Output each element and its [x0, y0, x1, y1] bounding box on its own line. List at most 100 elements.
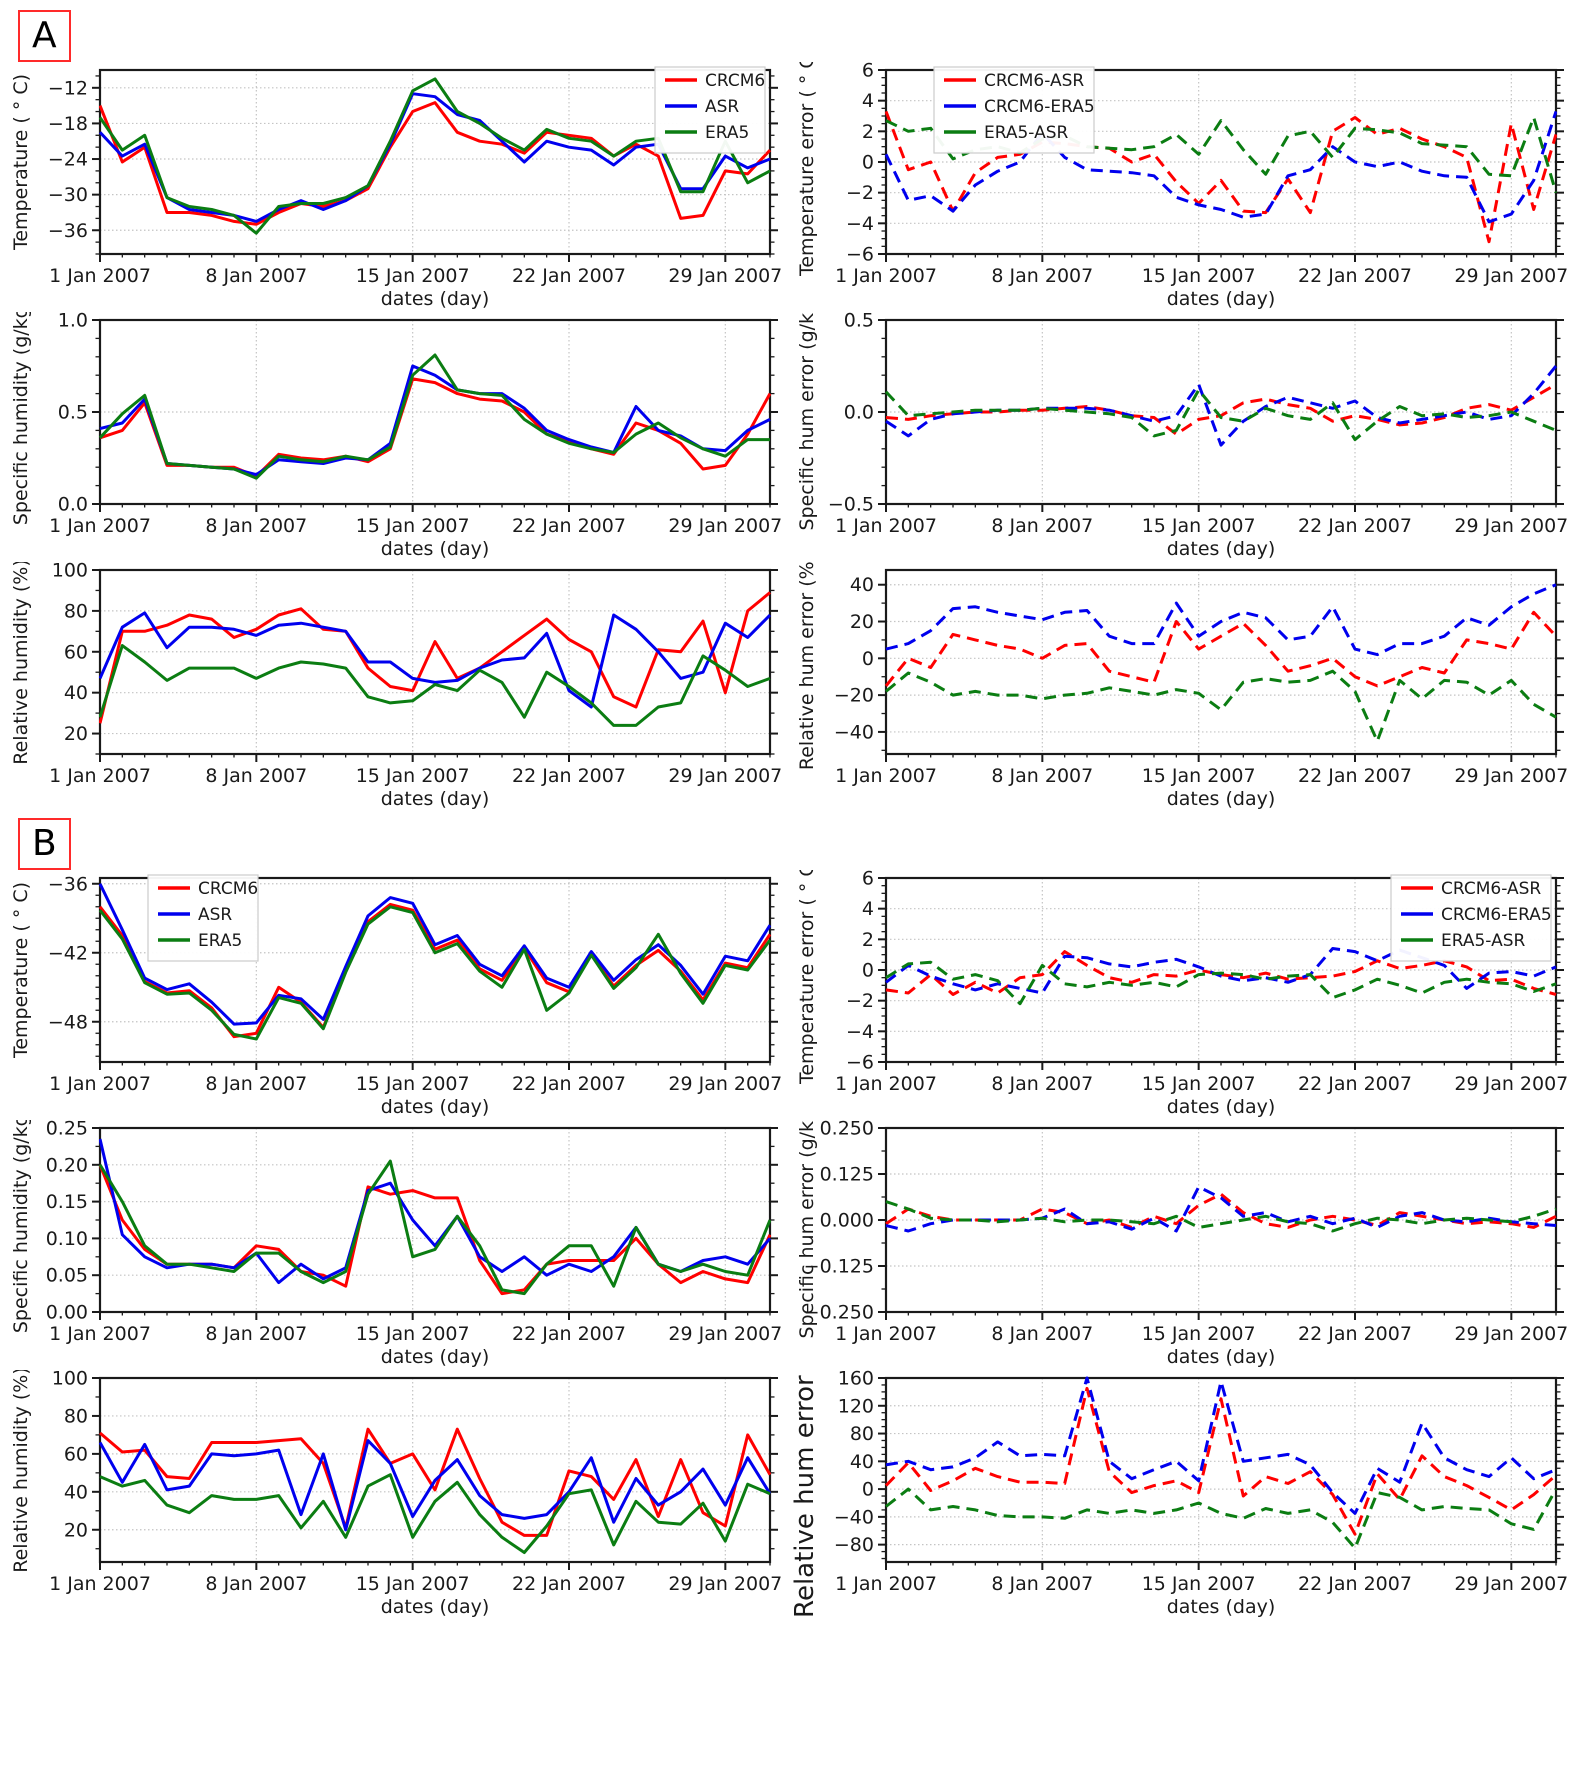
svg-text:100: 100 [52, 562, 88, 582]
b-specific-humidity-chart: 0.25 0.20 0.15 0.10 0.05 0.00 1 Jan 2007 8 Jan … [0, 1120, 786, 1370]
a-specific-humidity-plot: 1.0 0.5 0.01 Jan 2007 8 Jan 2007 15 Jan 2007… [10, 312, 782, 560]
svg-text:2: 2 [862, 121, 874, 143]
svg-text:0.00: 0.00 [46, 1302, 88, 1324]
svg-text:4: 4 [862, 898, 874, 920]
svg-text:20: 20 [850, 611, 874, 633]
svg-text:15 Jan 2007: 15 Jan 2007 [1142, 765, 1256, 787]
svg-text:0.15: 0.15 [46, 1191, 88, 1213]
svg-text:Temperature ( ° C): Temperature ( ° C) [10, 74, 32, 251]
svg-text:dates (day): dates (day) [1167, 1096, 1276, 1118]
b-relative-humidity-chart: 100 80 60 40 20 1 Jan 2007 8 Jan 2007 15 Jan 20… [0, 1370, 786, 1620]
svg-text:dates (day): dates (day) [1167, 788, 1276, 810]
b-specific-humidity-plot: 0.25 0.20 0.15 0.10 0.05 0.001 Jan 2007 8 Jan … [10, 1120, 782, 1368]
svg-text:6: 6 [862, 62, 874, 82]
svg-text:dates (day): dates (day) [381, 1346, 490, 1368]
svg-text:1 Jan 2007: 1 Jan 2007 [835, 1323, 937, 1345]
svg-text:ERA5-ASR: ERA5-ASR [984, 123, 1068, 143]
svg-text:−48: −48 [48, 1011, 88, 1033]
svg-text:1 Jan 2007: 1 Jan 2007 [835, 265, 937, 287]
svg-text:1 Jan 2007: 1 Jan 2007 [835, 515, 937, 537]
svg-text:8 Jan 2007: 8 Jan 2007 [991, 1573, 1093, 1595]
a-specific-humidity-error-plot: 0.5 0.0 −0.51 Jan 2007 8 Jan 2007 15 Jan 200… [796, 312, 1568, 560]
svg-text:100: 100 [52, 1370, 88, 1390]
svg-text:−80: −80 [834, 1534, 874, 1556]
svg-text:1 Jan 2007: 1 Jan 2007 [835, 1573, 937, 1595]
svg-text:dates (day): dates (day) [1167, 1596, 1276, 1618]
svg-text:−2: −2 [846, 990, 874, 1012]
svg-text:29 Jan 2007: 29 Jan 2007 [668, 1073, 782, 1095]
a-relative-humidity-chart: 100 80 60 40 20 1 Jan 2007 8 Jan 2007 15 Jan 20… [0, 562, 786, 812]
panel-b: B −36 −42 −48 1 Jan 2007 8 Jan 2007 15 Jan 20… [0, 812, 1573, 1620]
svg-text:dates (day): dates (day) [1167, 288, 1276, 310]
svg-text:15 Jan 2007: 15 Jan 2007 [1142, 515, 1256, 537]
svg-text:dates (day): dates (day) [381, 288, 490, 310]
a-temperature-plot: −12 −18 −24 −30 −36 1 Jan 2007 8 Jan 2007 15 Ja… [10, 66, 782, 310]
b-relative-humidity-plot: 100 80 60 40 20 1 Jan 2007 8 Jan 2007 15 Jan 20… [10, 1370, 782, 1618]
svg-text:22 Jan 2007: 22 Jan 2007 [512, 1573, 626, 1595]
svg-text:8 Jan 2007: 8 Jan 2007 [991, 765, 1093, 787]
svg-text:CRCM6-ERA5: CRCM6-ERA5 [1441, 905, 1552, 925]
svg-text:8 Jan 2007: 8 Jan 2007 [991, 515, 1093, 537]
svg-text:0.0: 0.0 [58, 494, 88, 516]
panel-b-charts: −36 −42 −48 1 Jan 2007 8 Jan 2007 15 Jan 2007… [0, 870, 1573, 1620]
svg-text:15 Jan 2007: 15 Jan 2007 [1142, 1573, 1256, 1595]
svg-text:Relative hum error (%): Relative hum error (%) [796, 562, 818, 770]
svg-text:ASR: ASR [198, 905, 232, 925]
svg-text:15 Jan 2007: 15 Jan 2007 [356, 265, 470, 287]
svg-text:29 Jan 2007: 29 Jan 2007 [1454, 765, 1568, 787]
svg-text:40: 40 [64, 682, 88, 704]
svg-text:8 Jan 2007: 8 Jan 2007 [205, 515, 307, 537]
svg-text:0.20: 0.20 [46, 1154, 88, 1176]
svg-text:1 Jan 2007: 1 Jan 2007 [49, 1073, 151, 1095]
svg-text:dates (day): dates (day) [381, 1096, 490, 1118]
svg-text:29 Jan 2007: 29 Jan 2007 [1454, 1573, 1568, 1595]
svg-text:Temperature error ( ° C): Temperature error ( ° C) [796, 62, 818, 277]
svg-text:8 Jan 2007: 8 Jan 2007 [205, 1573, 307, 1595]
b-temperature-error-chart: 6 4 2 0 −2 −4 −6 1 Jan 2007 8 Jan 2007 15 Jan 200… [786, 870, 1572, 1120]
svg-text:6: 6 [862, 870, 874, 890]
svg-text:8 Jan 2007: 8 Jan 2007 [205, 265, 307, 287]
svg-text:29 Jan 2007: 29 Jan 2007 [668, 765, 782, 787]
svg-text:ERA5: ERA5 [198, 931, 242, 951]
svg-text:ERA5-ASR: ERA5-ASR [1441, 931, 1525, 951]
svg-text:22 Jan 2007: 22 Jan 2007 [512, 515, 626, 537]
a-temperature-error-plot: 6 4 2 0 −2 −4 −61 Jan 2007 8 Jan 2007 15 Jan 200… [796, 62, 1568, 310]
svg-text:20: 20 [64, 1519, 88, 1541]
svg-text:0.5: 0.5 [58, 402, 88, 424]
a-temperature-chart: −12 −18 −24 −30 −36 1 Jan 2007 8 Jan 2007 15 Ja… [0, 62, 786, 312]
panel-b-label: B [18, 818, 71, 870]
svg-text:−40: −40 [834, 721, 874, 743]
svg-text:22 Jan 2007: 22 Jan 2007 [512, 1323, 626, 1345]
svg-text:−6: −6 [846, 244, 874, 266]
svg-text:1 Jan 2007: 1 Jan 2007 [835, 765, 937, 787]
svg-text:Specific humidity (g/kg): Specific humidity (g/kg) [10, 1120, 32, 1333]
svg-text:22 Jan 2007: 22 Jan 2007 [1298, 265, 1412, 287]
svg-text:Temperature ( ° C): Temperature ( ° C) [10, 882, 32, 1059]
svg-text:22 Jan 2007: 22 Jan 2007 [1298, 765, 1412, 787]
panel-a-label: A [18, 10, 71, 62]
svg-text:22 Jan 2007: 22 Jan 2007 [512, 1073, 626, 1095]
svg-text:20: 20 [64, 723, 88, 745]
figure: A −12 −18 −24 −30 −36 1 Jan 2007 8 Jan 2007 15 … [0, 10, 1573, 1620]
svg-text:15 Jan 2007: 15 Jan 2007 [1142, 265, 1256, 287]
svg-text:−20: −20 [834, 685, 874, 707]
svg-text:15 Jan 2007: 15 Jan 2007 [1142, 1323, 1256, 1345]
svg-text:22 Jan 2007: 22 Jan 2007 [1298, 515, 1412, 537]
svg-text:Specific humidity (g/kg): Specific humidity (g/kg) [10, 312, 32, 525]
svg-text:22 Jan 2007: 22 Jan 2007 [512, 265, 626, 287]
svg-text:−36: −36 [48, 873, 88, 895]
svg-text:−0.250: −0.250 [804, 1302, 874, 1324]
svg-text:0.000: 0.000 [820, 1210, 874, 1232]
b-specific-humidity-error-chart: 0.250 0.125 0.000 −0.125 −0.250 1 Jan 2007 8 J… [786, 1120, 1572, 1370]
svg-text:CRCM6: CRCM6 [198, 879, 258, 899]
svg-text:80: 80 [64, 600, 88, 622]
svg-text:1 Jan 2007: 1 Jan 2007 [49, 515, 151, 537]
svg-text:dates (day): dates (day) [381, 1596, 490, 1618]
svg-text:−0.125: −0.125 [804, 1256, 874, 1278]
svg-text:ASR: ASR [705, 97, 739, 117]
svg-text:0.5: 0.5 [844, 312, 874, 332]
svg-text:60: 60 [64, 641, 88, 663]
a-relative-humidity-error-plot: 40 20 0 −20 −40 1 Jan 2007 8 Jan 2007 15 Jan 20… [796, 562, 1568, 810]
svg-text:29 Jan 2007: 29 Jan 2007 [1454, 265, 1568, 287]
svg-text:−42: −42 [48, 942, 88, 964]
